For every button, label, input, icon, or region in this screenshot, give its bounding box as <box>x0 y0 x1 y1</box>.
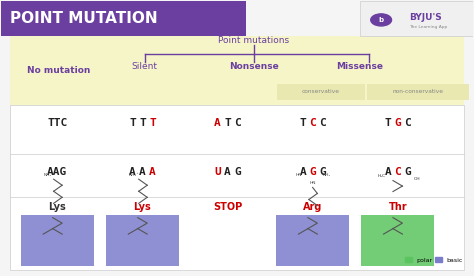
Text: U: U <box>214 167 221 177</box>
FancyBboxPatch shape <box>10 105 464 270</box>
Text: Silent: Silent <box>132 62 158 71</box>
Text: Thr: Thr <box>388 202 407 212</box>
FancyBboxPatch shape <box>21 215 94 266</box>
Text: BYJU'S: BYJU'S <box>410 14 442 23</box>
Text: G: G <box>319 167 326 177</box>
Text: Arg: Arg <box>303 202 322 212</box>
Text: T: T <box>384 118 391 128</box>
Text: T: T <box>224 118 231 128</box>
Text: G: G <box>394 118 401 128</box>
Text: Nonsense: Nonsense <box>228 62 278 71</box>
Text: No mutation: No mutation <box>27 66 90 75</box>
Text: A: A <box>299 167 306 177</box>
FancyBboxPatch shape <box>360 1 474 36</box>
Text: T: T <box>129 118 136 128</box>
Text: Lys: Lys <box>134 202 151 212</box>
Text: A: A <box>139 167 146 177</box>
FancyBboxPatch shape <box>361 215 434 266</box>
Text: b: b <box>379 17 384 23</box>
Text: HN: HN <box>295 173 301 177</box>
FancyBboxPatch shape <box>10 36 464 105</box>
Text: AAG: AAG <box>47 167 67 177</box>
Text: non-conservative: non-conservative <box>392 89 443 94</box>
Text: G: G <box>309 167 316 177</box>
FancyBboxPatch shape <box>277 84 365 100</box>
FancyBboxPatch shape <box>367 84 469 100</box>
Text: G: G <box>404 167 411 177</box>
Legend: polar, basic: polar, basic <box>403 254 465 265</box>
Text: C: C <box>309 118 316 128</box>
Text: G: G <box>234 167 241 177</box>
Text: NH₂⁺: NH₂⁺ <box>44 173 54 177</box>
Text: Missense: Missense <box>337 62 383 71</box>
Text: H₃C: H₃C <box>377 174 385 179</box>
Text: C: C <box>234 118 241 128</box>
Text: NH₂: NH₂ <box>323 173 331 177</box>
Text: A: A <box>224 167 231 177</box>
Text: C: C <box>394 167 401 177</box>
Text: C: C <box>404 118 411 128</box>
Text: T: T <box>149 118 156 128</box>
Text: A: A <box>214 118 221 128</box>
Text: conservative: conservative <box>301 89 340 94</box>
Text: TTC: TTC <box>47 118 67 128</box>
Text: NH₂⁺: NH₂⁺ <box>129 173 139 177</box>
Text: OH: OH <box>413 177 420 181</box>
Text: C: C <box>319 118 326 128</box>
Text: T: T <box>139 118 146 128</box>
Text: T: T <box>299 118 306 128</box>
Text: A: A <box>384 167 391 177</box>
Circle shape <box>371 14 392 26</box>
FancyBboxPatch shape <box>0 1 246 36</box>
Text: STOP: STOP <box>213 202 242 212</box>
Text: HN: HN <box>310 181 316 185</box>
Text: A: A <box>129 167 136 177</box>
FancyBboxPatch shape <box>276 215 349 266</box>
Text: Point mutations: Point mutations <box>218 36 289 45</box>
Text: POINT MUTATION: POINT MUTATION <box>10 11 158 26</box>
Text: Lys: Lys <box>48 202 66 212</box>
Text: The Learning App: The Learning App <box>410 25 448 29</box>
FancyBboxPatch shape <box>106 215 179 266</box>
Text: A: A <box>149 167 156 177</box>
